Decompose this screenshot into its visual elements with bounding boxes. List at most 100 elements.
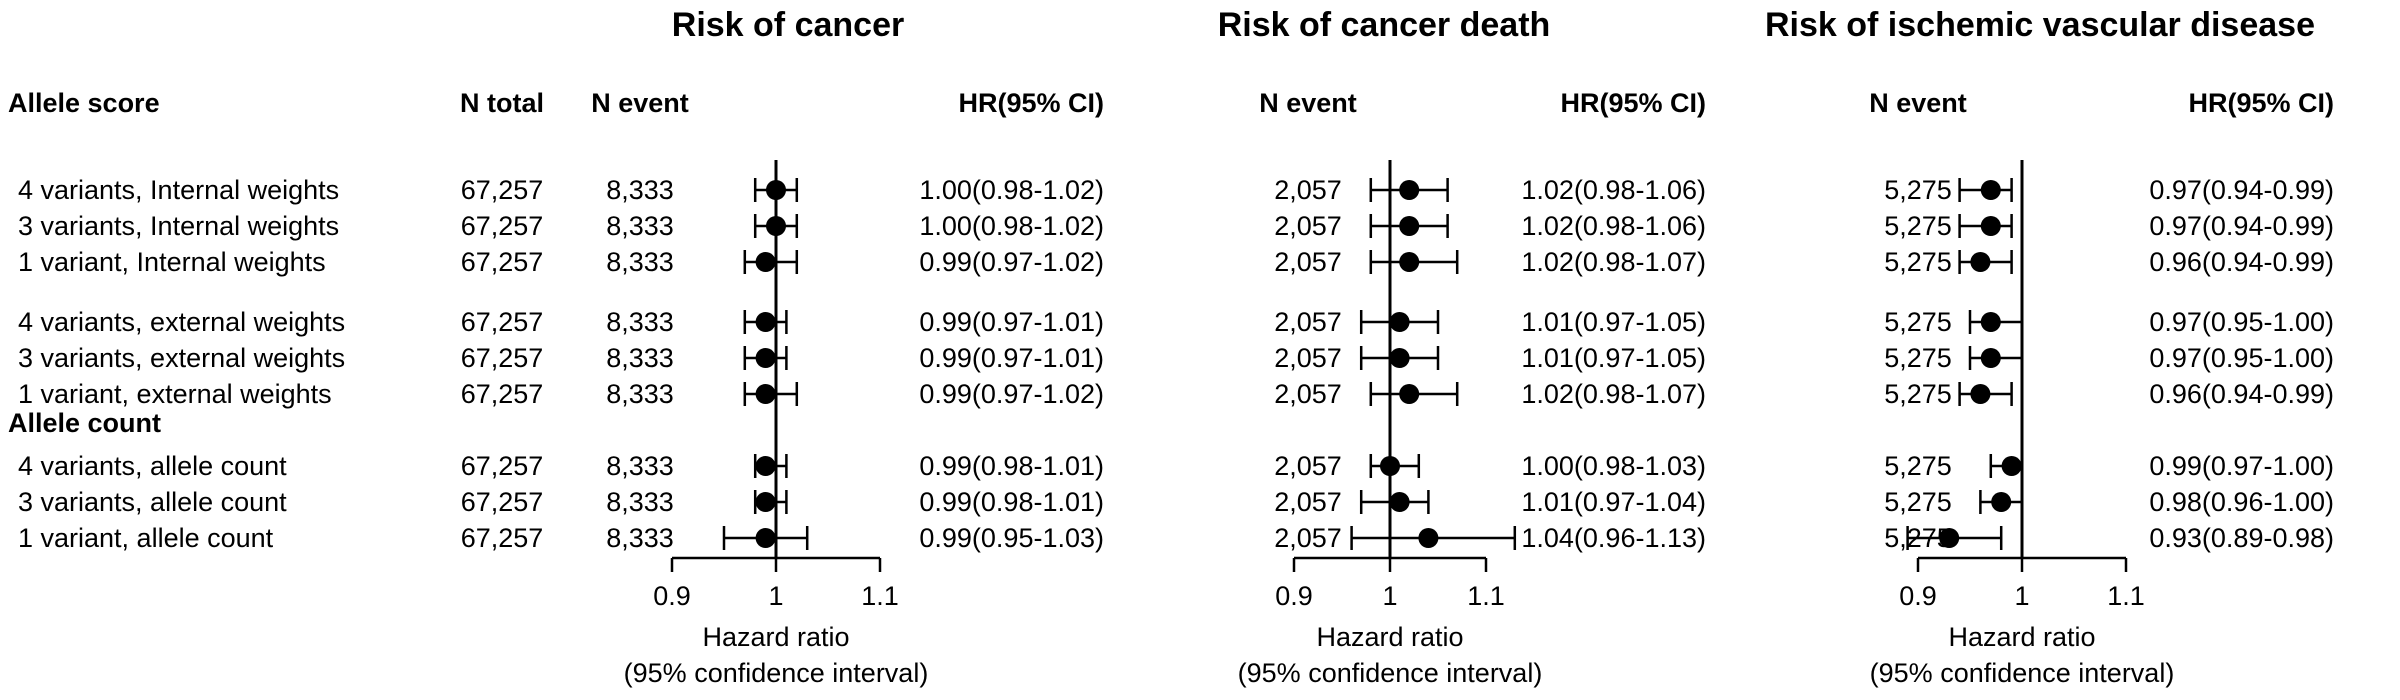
row-n-total: 67,257: [461, 247, 544, 277]
x-tick-label: 1.1: [2107, 581, 2145, 611]
row-hr-ci: 1.00(0.98-1.02): [919, 175, 1104, 205]
hr-point: [755, 348, 776, 368]
row-hr-ci: 0.99(0.95-1.03): [919, 523, 1104, 553]
hr-point: [1980, 180, 2001, 200]
x-axis-label: Hazard ratio: [702, 622, 849, 652]
row-hr-ci: 1.04(0.96-1.13): [1521, 523, 1706, 553]
row-hr-ci: 1.02(0.98-1.06): [1521, 175, 1706, 205]
row-label: 3 variants, allele count: [18, 487, 287, 517]
header-n-event: N event: [1259, 88, 1357, 118]
hr-point: [1399, 216, 1420, 236]
x-axis-label: Hazard ratio: [1948, 622, 2095, 652]
x-tick-label: 1.1: [1467, 581, 1505, 611]
x-axis-label-2: (95% confidence interval): [624, 658, 929, 688]
hr-point: [2001, 456, 2022, 476]
row-hr-ci: 0.99(0.97-1.02): [919, 379, 1104, 409]
row-hr-ci: 1.00(0.98-1.03): [1521, 451, 1706, 481]
row-n-event: 8,333: [606, 379, 674, 409]
row-hr-ci: 0.97(0.94-0.99): [2149, 211, 2334, 241]
panel-title: Risk of ischemic vascular disease: [1765, 6, 2315, 44]
row-n-event: 2,057: [1274, 175, 1342, 205]
hr-point: [1389, 312, 1410, 332]
row-n-event: 5,275: [1884, 175, 1952, 205]
row-n-event: 8,333: [606, 211, 674, 241]
hr-point: [755, 492, 776, 512]
hr-point: [766, 180, 786, 200]
row-n-event: 5,275: [1884, 451, 1952, 481]
row-n-total: 67,257: [461, 451, 544, 481]
row-hr-ci: 1.01(0.97-1.04): [1521, 487, 1706, 517]
hr-point: [1980, 216, 2001, 236]
row-label: 3 variants, external weights: [18, 343, 345, 373]
row-n-total: 67,257: [461, 211, 544, 241]
row-n-event: 5,275: [1884, 247, 1952, 277]
hr-point: [755, 384, 776, 404]
row-hr-ci: 0.96(0.94-0.99): [2149, 379, 2334, 409]
row-n-event: 5,275: [1884, 343, 1952, 373]
row-hr-ci: 0.98(0.96-1.00): [2149, 487, 2334, 517]
row-n-event: 2,057: [1274, 487, 1342, 517]
x-tick-label: 1: [1382, 581, 1397, 611]
row-n-total: 67,257: [461, 175, 544, 205]
row-n-event: 2,057: [1274, 379, 1342, 409]
row-n-event: 5,275: [1884, 379, 1952, 409]
row-n-event: 2,057: [1274, 451, 1342, 481]
row-n-event: 8,333: [606, 175, 674, 205]
hr-point: [1399, 384, 1420, 404]
hr-point: [755, 312, 776, 332]
row-hr-ci: 0.99(0.97-1.01): [919, 343, 1104, 373]
x-tick-label: 1.1: [861, 581, 899, 611]
row-n-total: 67,257: [461, 379, 544, 409]
row-label: 4 variants, Internal weights: [18, 175, 339, 205]
x-tick-label: 0.9: [1275, 581, 1313, 611]
row-n-event: 2,057: [1274, 247, 1342, 277]
panel-title: Risk of cancer death: [1218, 6, 1551, 44]
group-label: Allele count: [8, 408, 161, 438]
row-n-event: 8,333: [606, 343, 674, 373]
row-n-total: 67,257: [461, 343, 544, 373]
panel-title: Risk of cancer: [672, 6, 904, 44]
row-hr-ci: 0.97(0.95-1.00): [2149, 307, 2334, 337]
row-hr-ci: 0.99(0.97-1.02): [919, 247, 1104, 277]
x-axis-label-2: (95% confidence interval): [1238, 658, 1543, 688]
row-hr-ci: 0.97(0.95-1.00): [2149, 343, 2334, 373]
row-n-event: 2,057: [1274, 523, 1342, 553]
hr-point: [1980, 348, 2001, 368]
row-n-event: 2,057: [1274, 343, 1342, 373]
row-hr-ci: 1.01(0.97-1.05): [1521, 343, 1706, 373]
hr-point: [1970, 252, 1991, 272]
row-n-event: 2,057: [1274, 211, 1342, 241]
row-n-event: 8,333: [606, 247, 674, 277]
row-hr-ci: 0.93(0.89-0.98): [2149, 523, 2334, 553]
row-label: 1 variant, allele count: [18, 523, 274, 553]
row-hr-ci: 1.02(0.98-1.07): [1521, 247, 1706, 277]
row-hr-ci: 0.99(0.98-1.01): [919, 451, 1104, 481]
row-hr-ci: 1.00(0.98-1.02): [919, 211, 1104, 241]
hr-point: [1980, 312, 2001, 332]
row-hr-ci: 0.99(0.98-1.01): [919, 487, 1104, 517]
row-hr-ci: 1.02(0.98-1.07): [1521, 379, 1706, 409]
header-n-total: N total: [460, 88, 544, 118]
row-n-event: 5,275: [1884, 211, 1952, 241]
row-n-event: 8,333: [606, 307, 674, 337]
row-label: 1 variant, external weights: [18, 379, 332, 409]
x-axis-label: Hazard ratio: [1316, 622, 1463, 652]
row-label: 4 variants, external weights: [18, 307, 345, 337]
row-n-total: 67,257: [461, 307, 544, 337]
row-hr-ci: 0.97(0.94-0.99): [2149, 175, 2334, 205]
row-n-event: 2,057: [1274, 307, 1342, 337]
row-n-total: 67,257: [461, 487, 544, 517]
row-n-total: 67,257: [461, 523, 544, 553]
row-hr-ci: 1.02(0.98-1.06): [1521, 211, 1706, 241]
row-n-event: 5,275: [1884, 307, 1952, 337]
row-n-event: 5,275: [1884, 487, 1952, 517]
header-n-event: N event: [1869, 88, 1967, 118]
hr-point: [755, 456, 776, 476]
row-n-event: 8,333: [606, 451, 674, 481]
header-hr-ci: HR(95% CI): [958, 88, 1104, 118]
hr-point: [1399, 180, 1420, 200]
x-tick-label: 1: [768, 581, 783, 611]
x-axis-label-2: (95% confidence interval): [1870, 658, 2175, 688]
x-tick-label: 0.9: [1899, 581, 1937, 611]
